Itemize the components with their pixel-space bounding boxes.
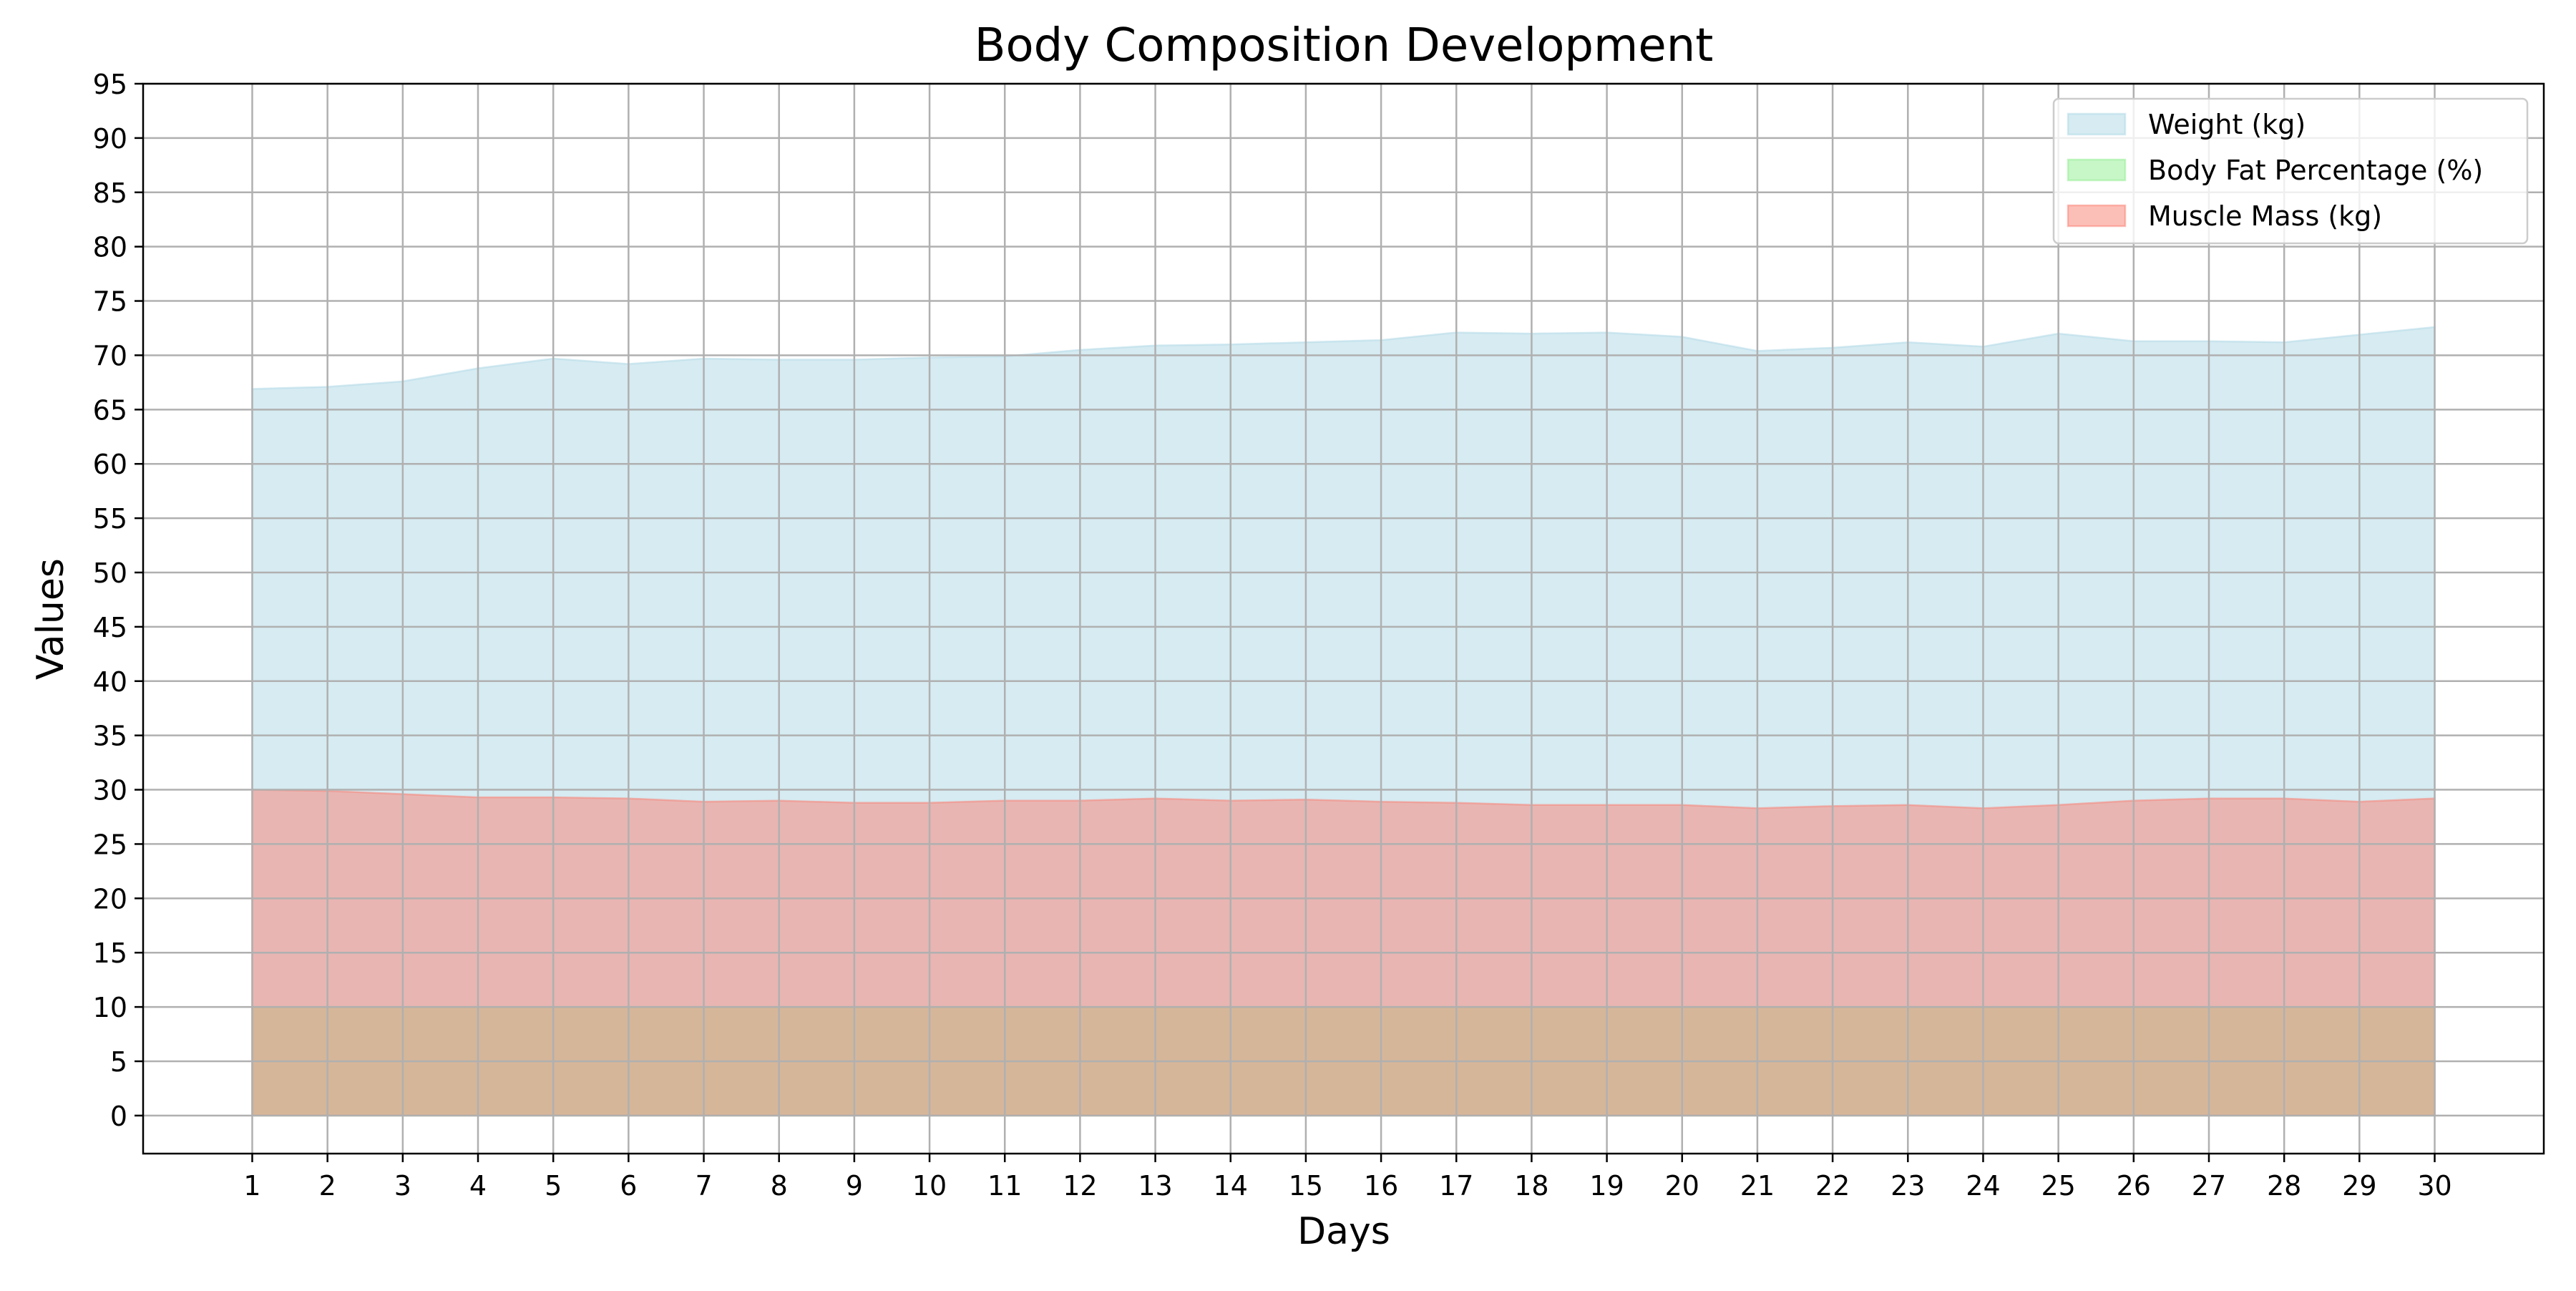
x-tick-label: 19 <box>1589 1170 1624 1202</box>
y-tick-label: 85 <box>93 177 127 209</box>
legend-label: Body Fat Percentage (%) <box>2148 155 2483 186</box>
legend-label: Muscle Mass (kg) <box>2148 200 2382 232</box>
y-tick-label: 35 <box>93 721 127 752</box>
x-tick-label: 3 <box>394 1170 411 1202</box>
y-tick-label: 65 <box>93 394 127 426</box>
y-tick-label: 5 <box>110 1046 127 1078</box>
x-tick-label: 29 <box>2342 1170 2376 1202</box>
legend-box <box>2052 97 2529 245</box>
x-tick-label: 20 <box>1665 1170 1699 1202</box>
x-tick-label: 12 <box>1063 1170 1097 1202</box>
x-tick-label: 1 <box>243 1170 260 1202</box>
x-tick-label: 5 <box>545 1170 562 1202</box>
x-tick-label: 23 <box>1890 1170 1925 1202</box>
legend-label: Weight (kg) <box>2148 109 2306 140</box>
x-tick-label: 22 <box>1815 1170 1850 1202</box>
x-tick-label: 26 <box>2117 1170 2151 1202</box>
legend: Weight (kg) Body Fat Percentage (%) Muscle… <box>2052 97 2529 245</box>
x-tick-label: 25 <box>2041 1170 2075 1202</box>
x-tick-label: 11 <box>987 1170 1022 1202</box>
x-tick-label: 30 <box>2417 1170 2451 1202</box>
x-tick-label: 24 <box>1966 1170 2000 1202</box>
x-tick-label: 28 <box>2267 1170 2301 1202</box>
y-tick-label: 50 <box>93 557 127 589</box>
x-tick-label: 27 <box>2192 1170 2226 1202</box>
y-tick-label: 15 <box>93 937 127 969</box>
chart-title: Body Composition Development <box>975 19 1714 72</box>
y-tick-label: 75 <box>93 286 127 318</box>
x-tick-label: 4 <box>469 1170 487 1202</box>
x-tick-label: 16 <box>1364 1170 1398 1202</box>
x-tick-label: 15 <box>1289 1170 1323 1202</box>
x-tick-label: 9 <box>846 1170 863 1202</box>
y-tick-label: 25 <box>93 829 127 860</box>
y-tick-label: 55 <box>93 503 127 535</box>
y-tick-label: 30 <box>93 775 127 807</box>
x-tick-label: 14 <box>1214 1170 1248 1202</box>
y-axis-label: Values <box>29 558 72 680</box>
x-tick-label: 6 <box>620 1170 637 1202</box>
x-tick-label: 8 <box>771 1170 788 1202</box>
x-axis-label: Days <box>1297 1210 1390 1253</box>
x-tick-label: 10 <box>912 1170 947 1202</box>
x-tick-label: 13 <box>1138 1170 1172 1202</box>
y-tick-label: 80 <box>93 232 127 263</box>
y-tick-label: 70 <box>93 340 127 371</box>
x-tick-label: 2 <box>319 1170 336 1202</box>
x-tick-label: 18 <box>1514 1170 1548 1202</box>
legend-swatch <box>2067 204 2127 228</box>
y-tick-label: 60 <box>93 449 127 480</box>
y-tick-label: 45 <box>93 612 127 643</box>
y-tick-label: 0 <box>110 1101 127 1132</box>
legend-swatch <box>2067 158 2127 182</box>
x-tick-label: 7 <box>695 1170 712 1202</box>
x-tick-label: 21 <box>1740 1170 1775 1202</box>
legend-swatch <box>2067 112 2127 136</box>
y-tick-label: 10 <box>93 992 127 1023</box>
x-tick-label: 17 <box>1439 1170 1473 1202</box>
y-tick-label: 40 <box>93 666 127 698</box>
y-tick-label: 95 <box>93 69 127 100</box>
y-tick-label: 90 <box>93 123 127 155</box>
plot-frame <box>142 82 2545 1155</box>
y-tick-label: 20 <box>93 883 127 915</box>
